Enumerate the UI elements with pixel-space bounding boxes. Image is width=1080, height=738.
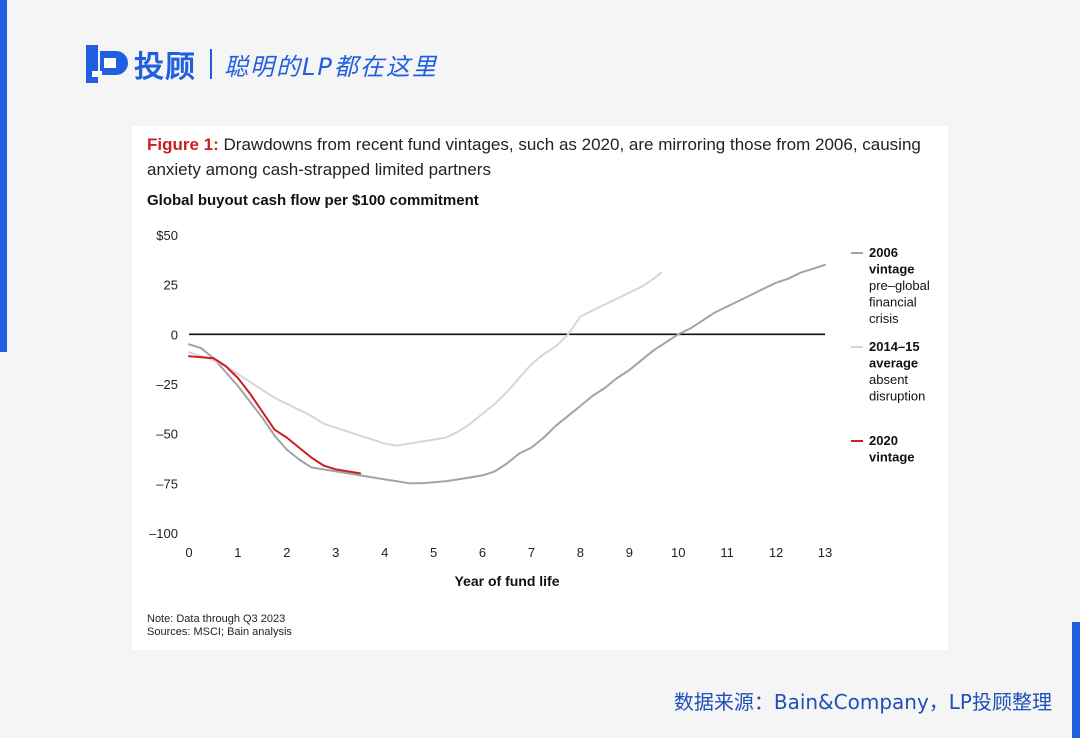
x-tick-label: 6 — [479, 545, 486, 560]
source-credit: 数据来源：Bain&Company，LP投顾整理 — [673, 690, 1052, 714]
note-text: Note: Data through Q3 2023 — [147, 613, 286, 625]
x-tick-label: 11 — [720, 545, 734, 560]
x-tick-label: 2 — [283, 545, 290, 560]
left-accent-bar — [0, 0, 7, 352]
brand-logo-icon — [86, 45, 128, 83]
legend-label-1: absent — [869, 372, 908, 387]
series-line-1 — [188, 271, 663, 447]
y-tick-label: –50 — [156, 427, 178, 442]
brand-name: 投顾 — [134, 50, 196, 85]
figure-caption: Figure 1: Drawdowns from recent fund vin… — [147, 132, 927, 182]
legend-label-2: vintage — [869, 450, 915, 465]
x-tick-label: 0 — [185, 545, 192, 560]
series-line-2 — [188, 355, 362, 475]
x-tick-label: 12 — [769, 545, 783, 560]
legend-label-0: 2006 — [869, 245, 898, 260]
figure-notes: Note: Data through Q3 2023 Sources: MSCI… — [147, 613, 292, 639]
legend-label-0: pre–global — [869, 278, 930, 293]
legend-label-0: crisis — [869, 311, 899, 326]
legend-label-1: 2014–15 — [869, 339, 920, 354]
x-axis-label: Year of fund life — [454, 573, 559, 589]
figure-card: Figure 1: Drawdowns from recent fund vin… — [132, 126, 948, 650]
y-tick-label: –25 — [156, 377, 178, 392]
figure-label: Figure 1: — [147, 135, 219, 154]
x-tick-label: 7 — [528, 545, 535, 560]
figure-caption-text: Drawdowns from recent fund vintages, suc… — [147, 135, 921, 179]
legend-label-0: financial — [869, 295, 917, 310]
y-tick-label: $50 — [156, 228, 178, 243]
x-tick-label: 4 — [381, 545, 388, 560]
y-tick-label: –100 — [149, 526, 178, 541]
legend-label-1: disruption — [869, 389, 925, 404]
y-tick-label: 0 — [171, 327, 178, 342]
x-tick-label: 8 — [577, 545, 584, 560]
chart-title: Global buyout cash flow per $100 commitm… — [147, 192, 479, 209]
x-tick-label: 5 — [430, 545, 437, 560]
x-tick-label: 1 — [234, 545, 241, 560]
brand-slogan: 聪明的LP都在这里 — [224, 52, 438, 81]
sources-text: Sources: MSCI; Bain analysis — [147, 626, 292, 638]
brand-header: 投顾 聪明的LP都在这里 — [84, 40, 438, 88]
right-accent-bar — [1072, 622, 1080, 738]
legend-label-0: vintage — [869, 262, 915, 277]
y-tick-label: –75 — [156, 476, 178, 491]
brand-divider — [210, 49, 212, 79]
series-line-0 — [188, 263, 826, 485]
x-tick-label: 10 — [671, 545, 685, 560]
x-tick-label: 13 — [818, 545, 832, 560]
legend-label-2: 2020 — [869, 433, 898, 448]
x-tick-label: 3 — [332, 545, 339, 560]
x-tick-label: 9 — [626, 545, 633, 560]
y-tick-label: 25 — [164, 278, 178, 293]
legend-label-1: average — [869, 356, 918, 371]
